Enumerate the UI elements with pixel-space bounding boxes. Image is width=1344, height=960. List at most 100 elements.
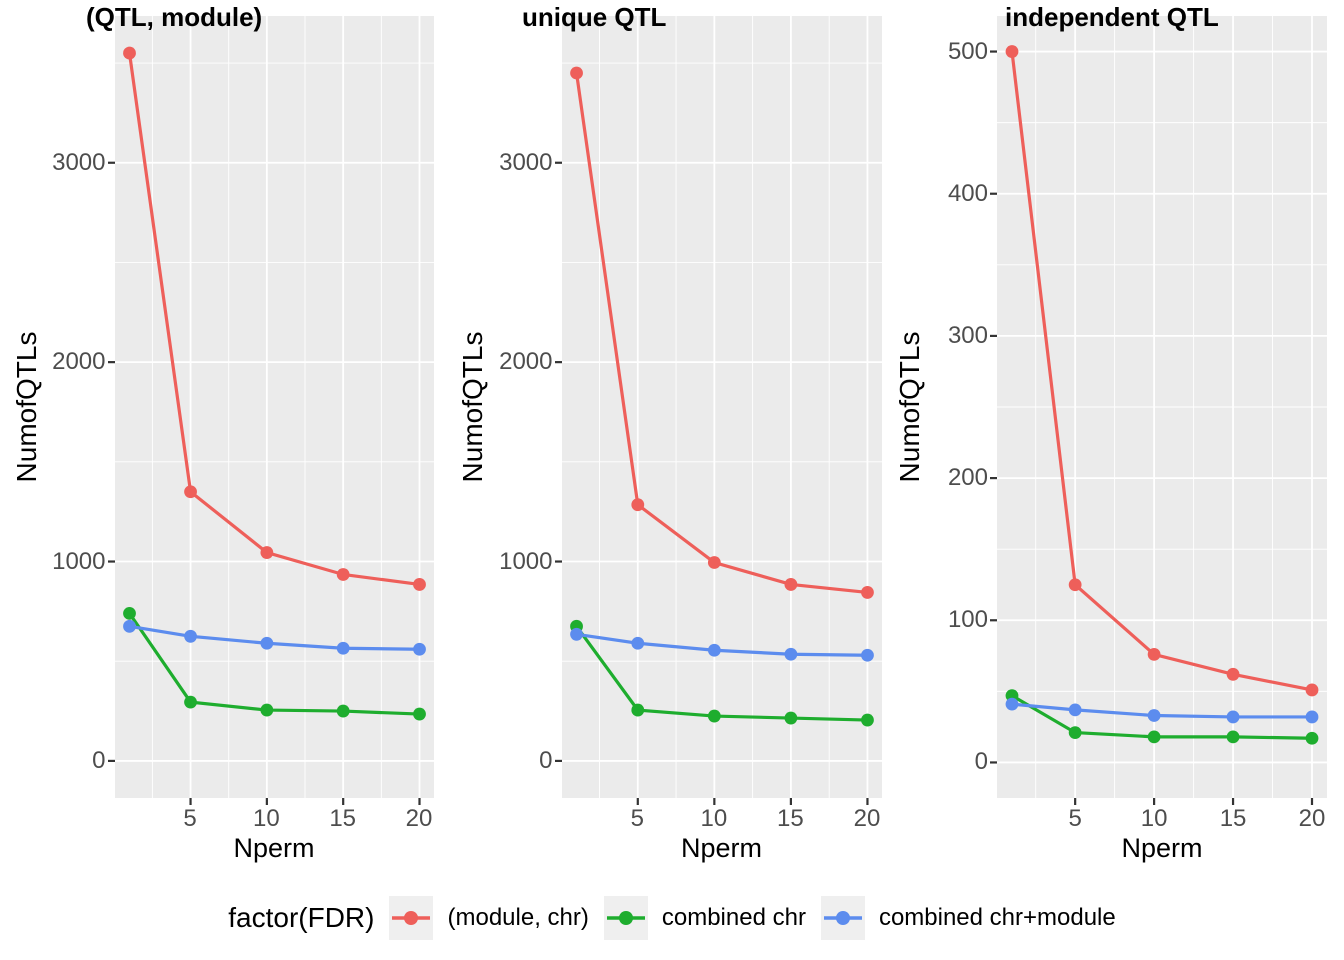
data-point (860, 713, 874, 727)
y-tick-label: 3000 (499, 148, 553, 176)
y-tick-label: 1000 (499, 547, 553, 575)
y-tick-label: 2000 (499, 348, 553, 376)
data-point (336, 641, 350, 655)
data-point (122, 619, 136, 633)
data-point (1226, 710, 1240, 724)
legend-key-icon (820, 896, 865, 940)
y-tick-label: 400 (947, 179, 988, 207)
legend-key-icon (603, 896, 648, 940)
y-axis-title: NumofQTLs (894, 331, 925, 483)
data-point (1005, 697, 1019, 711)
data-point (412, 578, 426, 591)
x-tick-label: 15 (1219, 805, 1247, 832)
data-point (783, 578, 797, 591)
y-tick-label: 0 (92, 746, 106, 774)
data-point (707, 556, 721, 569)
data-point (183, 485, 197, 499)
legend-item: (module, chr) (389, 896, 589, 940)
data-point (1068, 703, 1082, 717)
x-tick-label: 10 (253, 805, 280, 832)
data-point (122, 46, 136, 60)
data-point (1305, 710, 1319, 724)
data-point (860, 648, 874, 662)
data-point (1226, 730, 1240, 744)
x-tick-label: 5 (1068, 805, 1082, 832)
legend-item: combined chr (603, 896, 806, 940)
x-tick-label: 20 (853, 805, 881, 832)
y-tick-label: 0 (539, 746, 553, 774)
data-point (1068, 726, 1082, 739)
x-tick-label: 20 (405, 805, 433, 832)
legend: factor(FDR) (module, chr) combined chr c… (0, 886, 1344, 950)
x-tick-label: 15 (777, 805, 804, 832)
legend-item: combined chr+module (820, 896, 1116, 940)
panel-svg (107, 16, 434, 805)
y-tick-label: 1000 (52, 547, 106, 575)
y-tick-label: 3000 (52, 148, 106, 176)
data-point (1305, 683, 1319, 697)
legend-key-point (618, 911, 633, 925)
panel-plot-qtl-module (107, 16, 434, 805)
data-point (1147, 647, 1161, 661)
y-axis-title: NumofQTLs (11, 331, 42, 483)
y-tick-label: 2000 (52, 348, 106, 376)
y-tick-label: 500 (947, 37, 988, 65)
panel-title: independent QTL (1005, 2, 1219, 32)
x-tick-label: 5 (630, 805, 644, 832)
data-point (1305, 731, 1319, 745)
y-axis-title: NumofQTLs (457, 331, 488, 483)
y-tick-label: 100 (947, 606, 988, 634)
data-point (630, 636, 644, 650)
data-point (1147, 730, 1161, 744)
panel-svg (554, 16, 882, 805)
data-point (412, 707, 426, 721)
legend-item-label: combined chr+module (878, 904, 1116, 931)
panel-plot-unique-qtl (554, 16, 882, 805)
data-point (183, 629, 197, 643)
legend-item-label: (module, chr) (447, 904, 589, 931)
legend-key-icon (389, 896, 434, 940)
data-point (259, 636, 273, 650)
panel-title: unique QTL (522, 2, 667, 32)
data-point (569, 66, 583, 80)
data-point (569, 627, 583, 641)
panel-plot-independent-qtl (990, 16, 1327, 805)
panel-background (561, 16, 882, 798)
x-tick-label: 10 (1140, 805, 1168, 832)
legend-key-point (404, 911, 419, 925)
legend-item-label: combined chr (661, 904, 806, 931)
data-point (707, 709, 721, 723)
data-point (1226, 667, 1240, 681)
x-axis-title: Nperm (1121, 833, 1203, 863)
data-point (707, 643, 721, 657)
x-tick-label: 15 (329, 805, 357, 832)
y-tick-label: 300 (947, 321, 988, 349)
data-point (1005, 45, 1019, 58)
x-tick-label: 5 (183, 805, 197, 832)
x-axis-title: Nperm (680, 833, 763, 863)
x-tick-label: 20 (1298, 805, 1326, 832)
data-point (1068, 578, 1082, 592)
data-point (630, 703, 644, 717)
x-tick-label: 10 (700, 805, 728, 832)
panel-title: (QTL, module) (86, 2, 263, 32)
y-tick-label: 200 (947, 464, 988, 492)
data-point (860, 586, 874, 599)
x-axis-title: Nperm (233, 833, 315, 863)
data-point (630, 498, 644, 512)
data-point (259, 703, 273, 717)
legend-key-point (835, 911, 850, 925)
data-point (1147, 709, 1161, 722)
y-tick-label: 0 (974, 748, 988, 776)
data-point (122, 606, 136, 620)
data-point (183, 695, 197, 709)
panel-svg (990, 16, 1327, 805)
data-point (259, 546, 273, 559)
panel-background (114, 16, 434, 798)
legend-title: factor(FDR) (228, 902, 375, 933)
data-point (336, 704, 350, 718)
data-point (336, 568, 350, 581)
data-point (783, 711, 797, 725)
data-point (412, 642, 426, 656)
